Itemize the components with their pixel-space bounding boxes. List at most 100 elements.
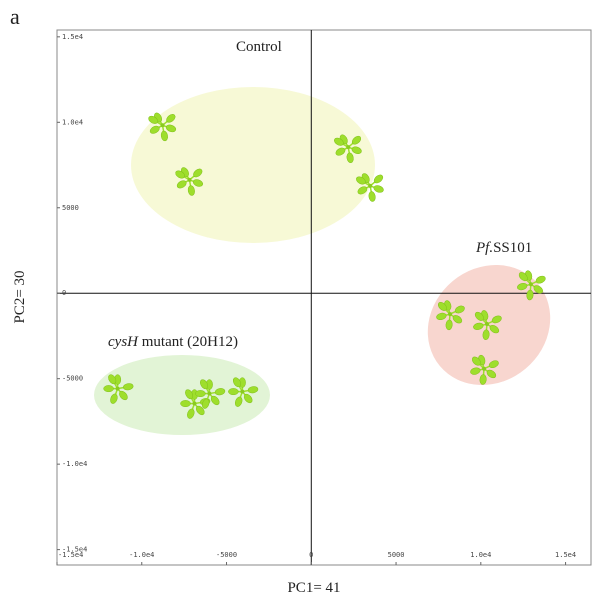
group-label: cysH mutant (20H12)	[108, 334, 238, 350]
plant-point	[334, 134, 362, 164]
group-label: Control	[236, 39, 282, 55]
leaf	[201, 398, 210, 409]
plant-point	[148, 112, 177, 142]
plant-center	[187, 177, 192, 182]
leaf	[357, 186, 368, 195]
group-label-part: mutant (20H12)	[138, 334, 238, 350]
leaf	[473, 322, 484, 330]
leaf	[119, 390, 128, 401]
plant-center	[346, 145, 351, 150]
plant-center	[160, 123, 165, 128]
leaf	[160, 130, 168, 142]
leaf	[454, 305, 465, 314]
leaf	[517, 282, 528, 291]
plant-center	[484, 321, 489, 326]
leaf	[491, 315, 502, 324]
x-tick-label: 5000	[388, 551, 405, 559]
group-region	[94, 355, 270, 435]
plant-point	[228, 377, 259, 407]
leaf	[470, 367, 481, 375]
leaf	[436, 312, 447, 321]
plant-center	[115, 386, 120, 391]
leaf	[471, 356, 481, 366]
leaf	[373, 174, 384, 184]
plant-point	[436, 300, 465, 331]
leaf	[232, 377, 241, 388]
y-tick-label: -5000	[62, 375, 83, 383]
leaf	[351, 146, 362, 154]
leaf	[526, 289, 534, 301]
leaf	[166, 114, 176, 123]
leaf	[214, 388, 226, 396]
leaf	[535, 275, 546, 284]
y-tick-label: -1.0e4	[62, 460, 87, 468]
leaf	[193, 168, 203, 178]
leaf	[355, 176, 366, 185]
leaf	[489, 325, 500, 334]
leaf	[108, 374, 117, 385]
plant-center	[448, 312, 453, 317]
leaf	[148, 115, 159, 124]
leaf	[482, 329, 490, 340]
y-tick-label: -1.5e4	[62, 546, 87, 554]
leaf	[533, 285, 544, 294]
plant-point	[473, 310, 502, 340]
plant-center	[240, 389, 245, 394]
leaf	[200, 379, 208, 390]
x-tick-label: -1.5e4	[58, 551, 83, 559]
x-tick-label: 1.5e4	[555, 551, 576, 559]
plant-point	[103, 374, 134, 404]
leaf	[518, 272, 528, 282]
leaf	[437, 301, 447, 311]
leaf	[488, 360, 499, 369]
leaf	[351, 135, 362, 145]
leaf	[165, 124, 177, 133]
group-label-part: cysH	[108, 334, 139, 350]
leaf	[187, 408, 195, 419]
group-region	[131, 87, 375, 243]
plant-point	[355, 173, 384, 202]
panel-label: a	[10, 4, 20, 29]
leaf	[185, 389, 194, 400]
leaf	[474, 311, 484, 321]
leaf	[247, 386, 259, 394]
group-label-part: SS101	[493, 240, 532, 256]
leaf	[210, 395, 220, 406]
leaf	[452, 315, 463, 324]
leaf	[192, 179, 204, 187]
plant-point	[175, 167, 204, 196]
plant-center	[528, 282, 533, 287]
plant-center	[207, 391, 212, 396]
leaf	[180, 400, 191, 408]
y-tick-label: 1.5e4	[62, 33, 83, 41]
leaf	[175, 170, 185, 179]
leaf	[234, 396, 243, 407]
plant-point	[195, 379, 226, 409]
leaf	[187, 185, 195, 196]
leaf	[195, 390, 206, 398]
leaf	[373, 185, 384, 193]
leaf	[479, 374, 487, 385]
leaf	[195, 405, 205, 416]
y-tick-label: 5000	[62, 204, 79, 212]
leaf	[445, 319, 453, 331]
plant-center	[192, 401, 197, 406]
x-axis-title: PC1= 41	[287, 580, 340, 596]
plant-center	[482, 366, 487, 371]
group-regions	[94, 87, 551, 435]
group-label-part: Pf.	[475, 240, 493, 256]
x-tick-label: -5000	[216, 551, 237, 559]
leaf	[176, 180, 187, 189]
x-tick-label: 1.0e4	[470, 551, 491, 559]
y-tick-label: 1.0e4	[62, 118, 83, 126]
leaf	[334, 137, 344, 146]
leaf	[103, 385, 114, 393]
x-tick-label: -1.0e4	[129, 551, 154, 559]
leaf	[243, 393, 253, 404]
leaf	[346, 152, 354, 164]
leaf	[123, 383, 134, 391]
plant-center	[368, 183, 373, 188]
leaf	[368, 191, 376, 202]
plant-point	[517, 270, 546, 301]
